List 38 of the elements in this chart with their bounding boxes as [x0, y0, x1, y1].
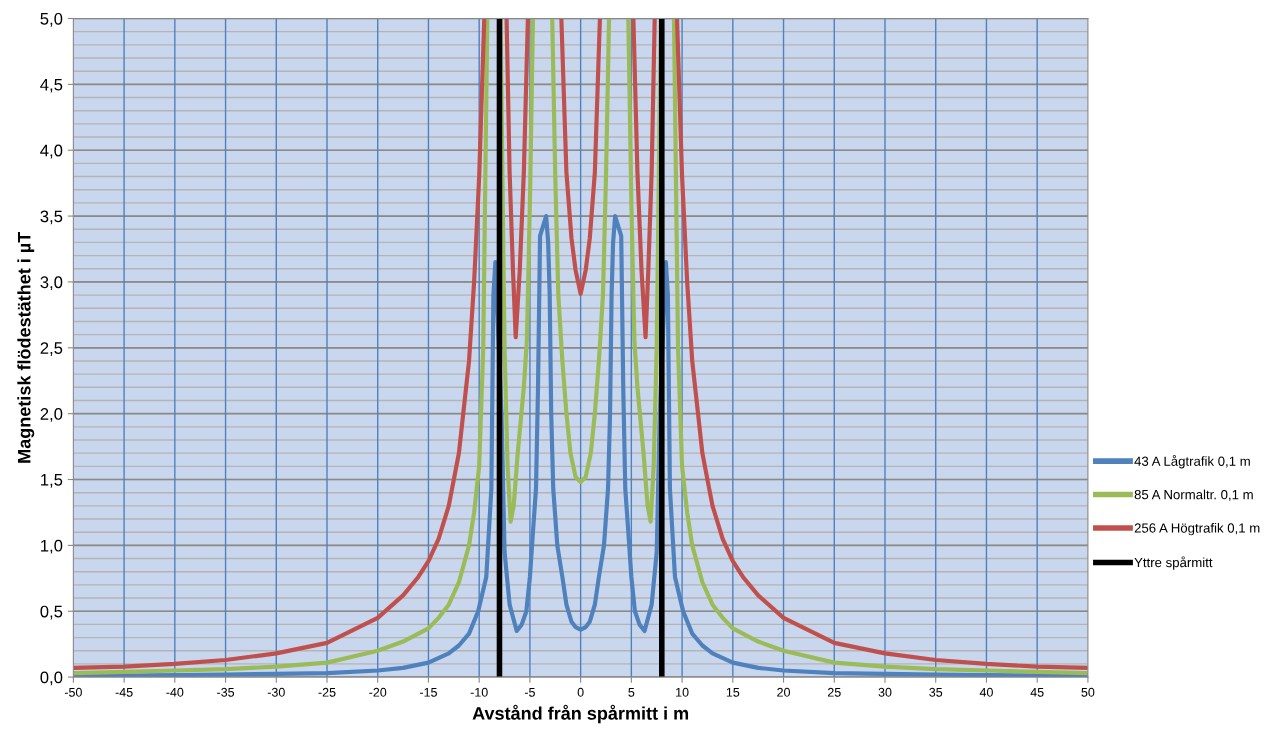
x-tick-label: -25	[318, 687, 336, 697]
x-tick-label: 20	[777, 687, 790, 697]
x-tick-label: 35	[929, 687, 943, 697]
y-axis-title: Magnetisk flödestäthet i µT	[17, 231, 35, 463]
x-tick-label: 30	[878, 687, 892, 697]
x-tick-label: 5	[628, 687, 635, 697]
x-tick-label: -45	[115, 687, 133, 697]
x-tick-label: 40	[979, 687, 993, 697]
x-tick-label: -50	[64, 687, 82, 697]
x-tick-label: 10	[676, 687, 689, 697]
x-tick-label: -35	[217, 687, 235, 697]
x-tick-label: -15	[419, 687, 437, 697]
x-tick-label: -5	[524, 687, 535, 697]
x-tick-label: -20	[369, 687, 387, 697]
legend-label: Yttre spårmitt	[1134, 556, 1213, 570]
y-tick-label: 0,5	[40, 605, 63, 620]
x-tick-label: 45	[1030, 687, 1044, 697]
x-tick-label: 25	[827, 687, 841, 697]
legend-label: 85 A Normaltr. 0,1 m	[1134, 489, 1253, 501]
y-tick-label: 3,5	[40, 210, 63, 225]
y-tick-label: 2,0	[40, 408, 63, 422]
x-tick-label: 50	[1081, 687, 1095, 697]
legend-label: 256 A Högtrafik 0,1 m	[1134, 523, 1260, 536]
y-tick-label: 4,0	[40, 144, 63, 159]
y-tick-label: 2,5	[40, 342, 63, 356]
x-tick-label: -30	[267, 687, 285, 697]
legend-label: 43 A Lågtrafik 0,1 m	[1134, 455, 1250, 469]
x-tick-label: -10	[470, 687, 488, 697]
x-axis-title: Avstånd från spårmitt i m	[472, 704, 689, 724]
y-tick-label: 5,0	[40, 12, 63, 27]
y-tick-label: 1,0	[41, 539, 63, 554]
x-tick-label: -40	[166, 687, 184, 697]
x-tick-label: 0	[577, 687, 584, 697]
y-tick-label: 3,0	[40, 276, 63, 291]
y-tick-label: 0,0	[40, 671, 63, 686]
x-tick-label: 15	[726, 687, 740, 697]
y-tick-label: 1,5	[41, 474, 63, 488]
y-tick-label: 4,5	[40, 78, 63, 93]
